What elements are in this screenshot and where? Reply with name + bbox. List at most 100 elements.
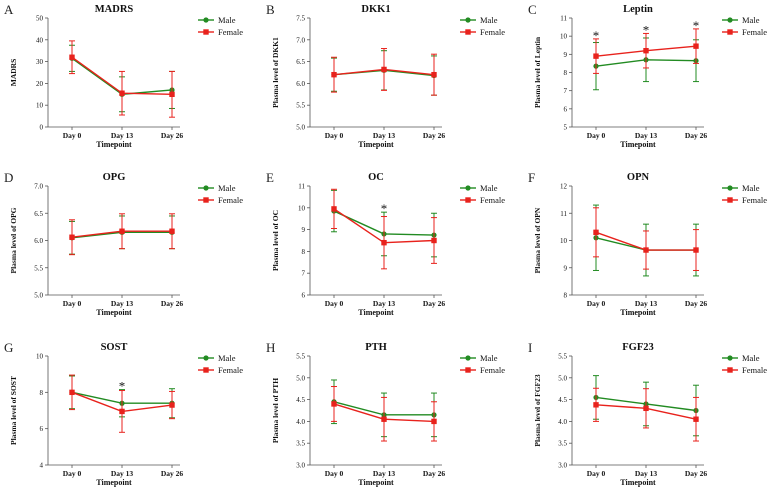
legend-label: Male: [218, 183, 236, 193]
data-point-female: [693, 416, 699, 422]
data-point-female: [381, 239, 387, 246]
chart-panel-h: H PTH 3.0 3.5 4.0 4.5 5.0 5.5 Day 0 Day 13 Day 26 T…: [266, 340, 505, 487]
legend-marker-male: [727, 17, 733, 23]
y-tick-label: 4.0: [296, 418, 305, 426]
legend-marker-female: [727, 29, 733, 35]
legend-marker-female: [465, 367, 471, 373]
x-axis-label: Timepoint: [620, 478, 656, 487]
y-tick-label: 11: [560, 210, 567, 218]
legend-label: Male: [218, 15, 236, 25]
chart-title: SOST: [101, 342, 128, 353]
chart-panel-f: F OPN 8 9 10 11 12 Day 0 Day 13 Day 26 Timepoint Pl…: [528, 170, 767, 317]
x-axis-label: Timepoint: [620, 308, 656, 317]
y-tick-label: 9: [302, 226, 306, 234]
y-tick-label: 4.0: [558, 418, 567, 426]
legend: Male Female: [460, 183, 505, 205]
y-axis-label: Plasma level of Leptin: [533, 36, 542, 108]
legend-label: Female: [742, 195, 767, 205]
legend-marker-female: [727, 197, 733, 203]
y-tick-label: 6.0: [296, 80, 305, 88]
y-tick-label: 7: [564, 87, 568, 95]
y-tick-label: 11: [298, 183, 305, 191]
legend-marker-male: [465, 185, 471, 191]
y-tick-label: 7.5: [296, 15, 305, 23]
x-tick-label: Day 0: [587, 131, 606, 140]
y-tick-label: 5.0: [296, 124, 305, 132]
data-point-female: [693, 247, 699, 253]
data-point-female: [643, 48, 649, 54]
data-point-female: [169, 402, 175, 408]
y-tick-label: 4: [40, 462, 44, 470]
legend: Male Female: [460, 15, 505, 37]
x-tick-label: Day 26: [685, 469, 708, 478]
y-tick-label: 20: [36, 80, 44, 88]
panel-letter: C: [528, 2, 537, 17]
y-tick-label: 5.0: [296, 374, 305, 382]
x-tick-label: Day 13: [635, 469, 658, 478]
data-point-female: [69, 234, 75, 240]
y-tick-label: 8: [302, 248, 306, 256]
data-point-female: [593, 53, 599, 59]
x-tick-label: Day 13: [373, 299, 396, 308]
data-point-female: [69, 54, 75, 60]
legend-label: Male: [742, 15, 760, 25]
chart-title: FGF23: [622, 342, 654, 353]
x-tick-label: Day 13: [373, 469, 396, 478]
y-tick-label: 10: [298, 204, 306, 212]
x-tick-label: Day 0: [587, 299, 606, 308]
series-female: [69, 213, 175, 256]
data-point-female: [331, 401, 337, 407]
y-tick-label: 8: [40, 389, 44, 397]
chart-panel-d: D OPG 5.0 5.5 6.0 6.5 7.0 Day 0 Day 13 Day 26 Time…: [4, 170, 243, 317]
x-tick-label: Day 26: [423, 299, 446, 308]
y-axis-label: Plasma level of OC: [271, 210, 280, 271]
x-axis-label: Timepoint: [358, 140, 394, 149]
series-female: [593, 28, 699, 74]
data-point-female: [169, 91, 175, 97]
data-point-female: [331, 206, 337, 212]
x-tick-label: Day 13: [635, 131, 658, 140]
data-point-female: [119, 228, 125, 234]
x-axis-label: Timepoint: [358, 478, 394, 487]
legend: Male Female: [198, 183, 243, 205]
legend-marker-female: [465, 197, 471, 203]
legend: Male Female: [198, 353, 243, 375]
legend-marker-male: [203, 355, 209, 361]
data-point-female: [593, 402, 599, 408]
legend-label: Male: [218, 353, 236, 363]
x-tick-label: Day 26: [685, 299, 708, 308]
y-tick-label: 5.5: [296, 102, 305, 110]
x-tick-label: Day 0: [63, 469, 82, 478]
x-tick-label: Day 26: [161, 299, 184, 308]
chart-title: DKK1: [361, 4, 390, 15]
panel-letter: I: [528, 340, 532, 355]
x-tick-label: Day 13: [373, 131, 396, 140]
x-tick-label: Day 26: [423, 131, 446, 140]
y-tick-label: 8: [564, 292, 568, 300]
y-tick-label: 7.0: [34, 183, 43, 191]
legend-label: Male: [742, 353, 760, 363]
data-point-female: [431, 237, 437, 244]
panel-letter: F: [528, 170, 535, 185]
legend-label: Female: [742, 365, 767, 375]
y-tick-label: 6: [302, 292, 306, 300]
chart-panel-g: G SOST 4 6 8 10 Day 0 Day 13 Day 26 Timepoint Plas…: [4, 340, 243, 487]
chart-title: OPN: [627, 172, 650, 183]
data-point-female: [119, 408, 125, 415]
y-tick-label: 5.5: [34, 264, 43, 272]
y-tick-label: 10: [560, 33, 568, 41]
legend: Male Female: [722, 183, 767, 205]
data-point-female: [431, 71, 437, 78]
legend-marker-female: [203, 367, 209, 373]
y-tick-label: 4.5: [558, 396, 567, 404]
data-point-female: [431, 418, 437, 425]
y-tick-label: 3.0: [558, 462, 567, 470]
data-point-female: [693, 43, 699, 49]
data-point-female: [381, 66, 387, 73]
chart-panel-e: E OC 6 7 8 9 10 11 Day 0 Day 13 Day 26 Timepoint Pla…: [266, 170, 505, 317]
legend-label: Male: [480, 353, 498, 363]
x-tick-label: Day 26: [161, 131, 184, 140]
legend: Male Female: [722, 15, 767, 37]
series-female: [331, 48, 437, 96]
